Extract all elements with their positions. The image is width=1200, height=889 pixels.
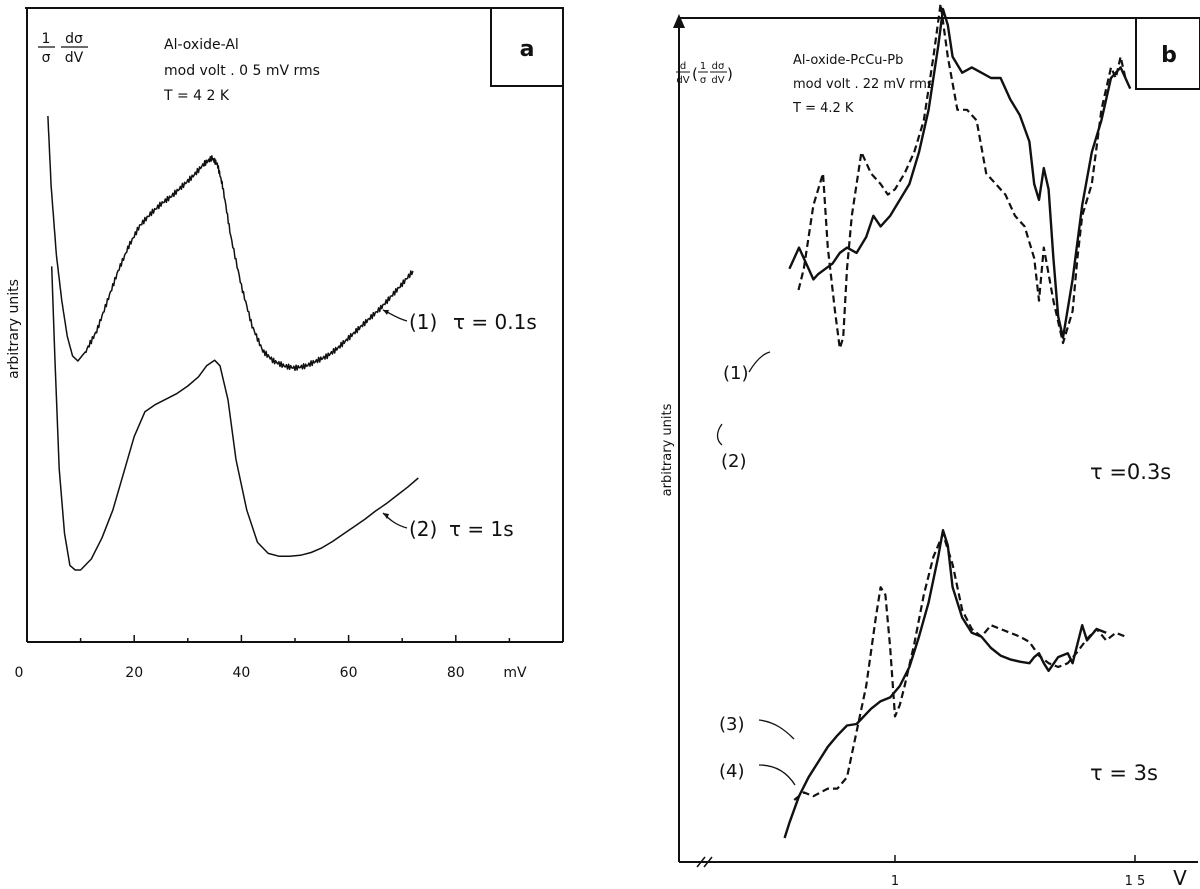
- panel-b-letter-box: [1135, 17, 1200, 90]
- panel-a-x-ticks: 0 20 40 60 80: [15, 635, 511, 681]
- panel-a-formula-den-right: dV: [65, 50, 84, 66]
- panel-b-series-1-line: [797, 2, 1127, 350]
- panel-a-series-1-line: [47, 115, 414, 372]
- panel-a-series-1-tau: τ = 0.1s: [453, 310, 537, 334]
- panel-b-series-3-label: (3): [719, 714, 745, 735]
- panel-b-formula-d-num: d: [680, 61, 686, 72]
- panel-b-tau-lower: τ = 3s: [1090, 761, 1158, 785]
- panel-b-formula-num-left: 1: [700, 61, 706, 72]
- panel-a-info-line-3: T = 4 2 K: [163, 88, 230, 104]
- panel-a-series-group: [47, 115, 419, 571]
- panel-a-letter: a: [520, 37, 535, 62]
- panel-a-info-line-1: Al-oxide-Al: [164, 37, 239, 53]
- panel-b-x-ticks: 1 1 5: [891, 855, 1145, 889]
- panel-b-formula-den-right: dV: [711, 75, 724, 86]
- panel-a-series-1-label: (1): [409, 310, 437, 334]
- panel-b-series-3-line: [783, 529, 1107, 839]
- panel-a-info-line-2: mod volt . 0 5 mV rms: [164, 63, 320, 79]
- panel-a-ylabel-formula: 1 σ dσ dV: [38, 31, 88, 66]
- panel-b-ylabel-formula: d dV ( 1 σ dσ dV ): [676, 61, 733, 86]
- panel-a-x-tick-label: 20: [125, 665, 143, 681]
- panel-b-x-unit-label: V: [1173, 866, 1187, 889]
- panel-a-x-tick-label: 40: [232, 665, 250, 681]
- panel-a-formula-num-left: 1: [42, 31, 51, 47]
- panel-b-axis-break-2: [703, 856, 713, 868]
- panel-b-series-4-label: (4): [719, 761, 745, 782]
- panel-a-label-2-arrowhead: [383, 513, 389, 519]
- panel-a-formula-den-left: σ: [42, 50, 51, 66]
- panel-b-series-2-line: [788, 7, 1132, 339]
- panel-b: b d dV ( 1 σ dσ dV ) Al-oxide-PcCu-Pb mo…: [660, 2, 1200, 889]
- panel-b-label-2-arrow: [716, 423, 723, 446]
- panel-a-x-unit-label: mV: [503, 665, 527, 681]
- panel-b-label-4-arrow: [758, 764, 796, 786]
- panel-a-letter-box: [490, 7, 564, 87]
- panel-a: a 1 σ dσ dV Al-oxide-Al mod volt . 0 5 m…: [6, 7, 564, 681]
- panel-a-y-axis-label: arbitrary units: [6, 279, 22, 379]
- panel-a-series-2-line: [50, 266, 419, 571]
- panel-b-y-axis-label: arbitrary units: [660, 403, 675, 496]
- panel-a-series-2-tau: τ = 1s: [449, 517, 514, 541]
- panel-b-series-1-label: (1): [723, 363, 749, 384]
- panel-a-series-2-label: (2): [409, 517, 437, 541]
- panel-a-formula-num-right: dσ: [65, 31, 83, 47]
- panel-a-x-tick-label: 60: [340, 665, 358, 681]
- panel-b-formula-paren-close: ): [727, 65, 733, 83]
- panel-b-info-line-2: mod volt . 22 mV rms: [793, 77, 934, 92]
- panel-b-label-1-arrow: [748, 351, 771, 373]
- panel-b-letter: b: [1161, 43, 1177, 68]
- panel-b-x-tick-label: 1: [891, 874, 899, 889]
- panel-b-info-line-1: Al-oxide-PcCu-Pb: [793, 53, 903, 68]
- panel-b-formula-paren-open: (: [692, 65, 698, 83]
- panel-b-axis-break-1: [696, 856, 706, 868]
- panel-b-formula-num-right: dσ: [712, 61, 725, 72]
- panel-b-x-tick-label: 1 5: [1125, 874, 1146, 889]
- panel-b-series-group: [783, 2, 1132, 839]
- panel-a-x-tick-label: 80: [447, 665, 465, 681]
- panel-b-label-3-arrow: [758, 719, 795, 740]
- panel-a-x-tick-label: 0: [15, 665, 24, 681]
- panel-a-label-1-arrowhead: [383, 310, 389, 315]
- panel-b-tau-upper: τ =0.3s: [1090, 460, 1171, 484]
- panel-b-info-line-3: T = 4.2 K: [792, 101, 854, 116]
- panel-b-y-axis-arrowhead: [673, 14, 685, 28]
- panel-b-series-4-line: [793, 532, 1126, 801]
- panel-b-formula-d-den: dV: [676, 75, 689, 86]
- panel-b-formula-den-left: σ: [700, 75, 707, 86]
- panel-b-series-2-label: (2): [721, 451, 747, 472]
